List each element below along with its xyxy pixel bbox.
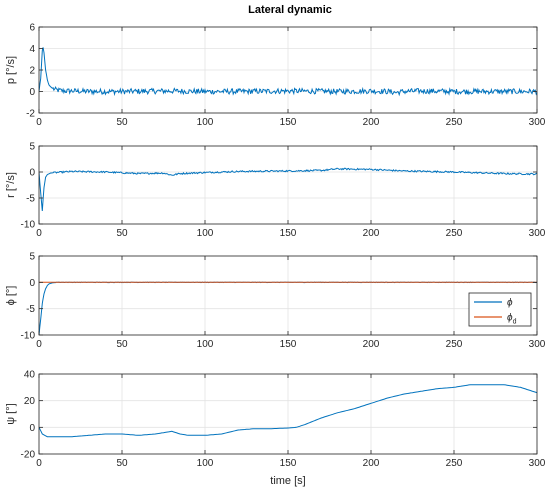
y-tick-label: 20 [24,396,36,407]
y-tick-label: 40 [24,370,36,381]
subplot-2: 0 50 100 150 200 250 300 -10 -5 0 5 r [°/s] [5,142,546,240]
x-tick-label: 200 [363,458,380,469]
y-tick-label: 0 [29,168,35,179]
x-tick-label: 0 [36,339,42,350]
y-tick-label: -2 [26,109,35,120]
y-tick-label: -5 [26,194,35,205]
x-tick-label: 200 [363,228,380,239]
x-tick-label: 250 [446,228,463,239]
x-tick-label: 0 [36,458,42,469]
y-tick-label: 5 [29,142,35,153]
y-tick-label: 0 [29,423,35,434]
y-tick-label: 5 [29,252,35,263]
x-tick-label: 250 [446,117,463,128]
x-tick-label: 50 [116,339,128,350]
y-tick-label: -20 [21,450,36,461]
x-tick-label: 50 [116,458,128,469]
x-tick-label: 150 [280,228,297,239]
y-tick-label: -5 [26,304,35,315]
x-tick-label: 150 [280,117,297,128]
x-tick-label: 100 [197,228,214,239]
x-tick-label: 250 [446,339,463,350]
legend: ϕ ϕd [468,292,532,327]
legend-entry: ϕ [507,298,513,309]
y-axis-label: ψ [°] [5,403,17,424]
y-tick-label: -10 [21,220,36,231]
x-tick-label: 200 [363,117,380,128]
x-tick-label: 300 [529,458,546,469]
y-tick-label: -10 [21,331,36,342]
x-tick-label: 100 [197,458,214,469]
subplot-3: 0 50 100 150 200 250 300 -10 -5 0 5 ϕ [°] ϕ ϕd [5,252,546,351]
y-tick-label: 0 [29,87,35,98]
x-tick-label: 50 [116,228,128,239]
x-tick-label: 150 [280,339,297,350]
x-tick-label: 150 [280,458,297,469]
y-axis-label: p [°/s] [5,56,17,84]
series-line-1 [39,384,537,438]
legend-box [468,292,532,327]
y-tick-label: 4 [29,44,35,55]
x-tick-label: 300 [529,339,546,350]
y-axis-label: ϕ [°] [5,286,17,306]
x-axis-label: time [s] [270,475,305,487]
x-tick-label: 300 [529,228,546,239]
x-tick-label: 0 [36,117,42,128]
x-tick-label: 0 [36,228,42,239]
figure-title: Lateral dynamic [248,4,332,16]
x-tick-label: 50 [116,117,128,128]
series-line-1 [39,47,537,97]
y-tick-label: 6 [29,23,35,34]
legend-entry: ϕd [507,313,517,326]
x-tick-label: 300 [529,117,546,128]
y-tick-label: 2 [29,66,35,77]
y-axis-label: r [°/s] [5,172,17,198]
x-tick-label: 100 [197,339,214,350]
x-tick-label: 250 [446,458,463,469]
x-tick-label: 200 [363,339,380,350]
y-tick-label: 0 [29,278,35,289]
series-line-1 [39,167,537,212]
x-tick-label: 100 [197,117,214,128]
